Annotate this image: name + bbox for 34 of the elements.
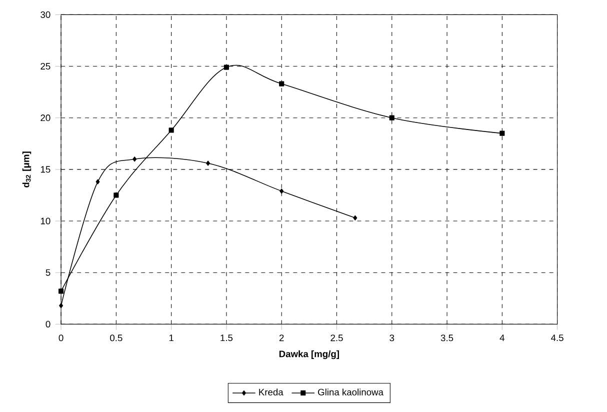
point — [353, 215, 358, 220]
point — [206, 160, 210, 166]
point — [224, 64, 229, 70]
x-tick-label: 4.5 — [551, 334, 564, 341]
x-tick-label: 2.5 — [330, 334, 343, 342]
x-tick-label: 3.5 — [440, 334, 454, 342]
y-tick-label: 30 — [40, 11, 50, 18]
point — [114, 192, 119, 198]
point — [500, 130, 505, 136]
point — [279, 81, 284, 86]
y-tick-label: 15 — [40, 166, 50, 173]
point — [58, 288, 64, 294]
y-tick-label: 10 — [40, 218, 50, 224]
legend-label: Glina kaolinowa — [318, 388, 384, 396]
legend-label: Kreda — [259, 388, 284, 396]
point — [59, 302, 64, 308]
y-tick-label: 20 — [40, 114, 50, 122]
x-tick-label: 3 — [390, 334, 394, 342]
y-tick-label: 25 — [40, 62, 50, 70]
y-tick-label: 0 — [46, 320, 50, 328]
y-axis-title: d$_{32}$ [μm] — [22, 152, 32, 188]
point — [389, 115, 394, 120]
x-tick-label: 0 — [58, 334, 64, 342]
point — [132, 156, 137, 162]
x-tick-label: 2 — [279, 334, 284, 341]
x-tick-label: 1 — [169, 334, 174, 341]
point — [168, 128, 174, 133]
y-tick-label: 5 — [46, 269, 50, 276]
point — [96, 179, 100, 184]
x-tick-label: 1.5 — [220, 334, 233, 341]
x-tick-label: 4 — [500, 334, 504, 341]
point — [280, 188, 284, 194]
x-tick-label: 0.5 — [110, 334, 122, 342]
x-axis-title: Dawka [mg/g] — [279, 350, 339, 359]
